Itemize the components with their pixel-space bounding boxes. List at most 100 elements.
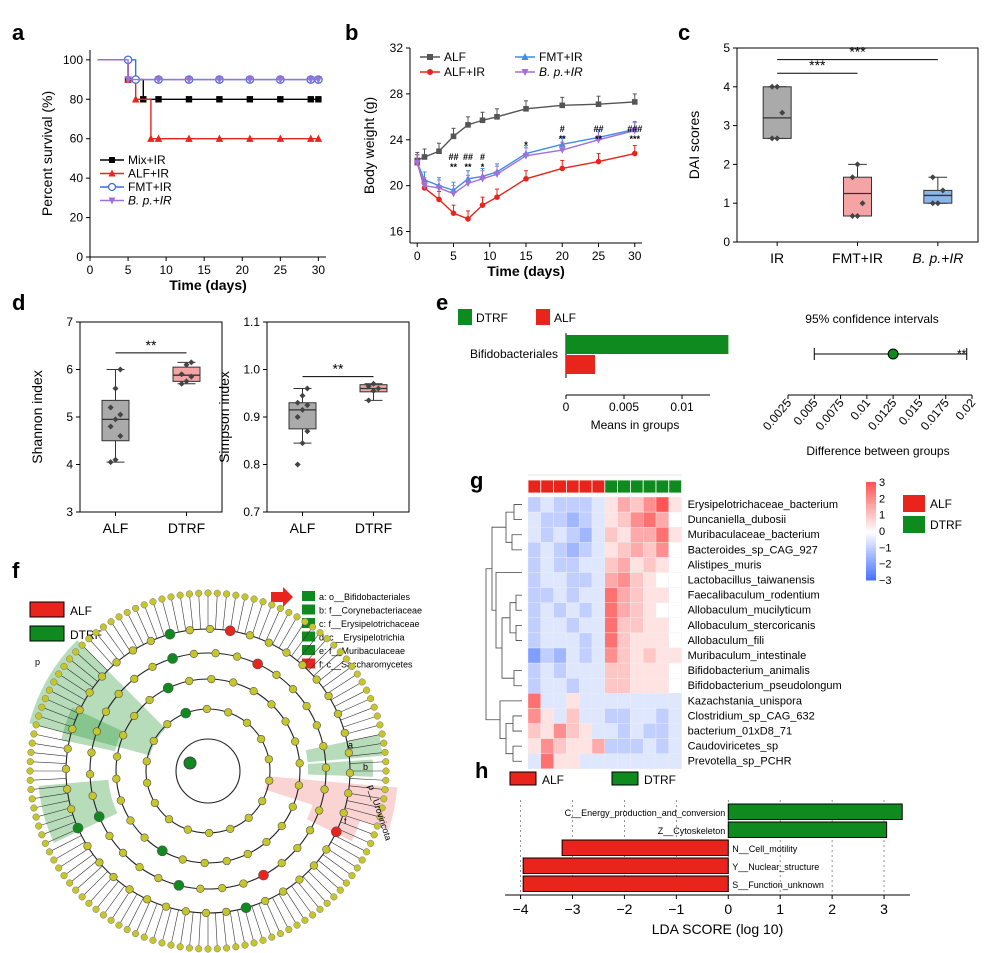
a-legend-marker (108, 169, 116, 177)
f-leaf-node (204, 945, 212, 953)
g-heat-cell (604, 511, 618, 528)
g-heat-cell (617, 572, 631, 588)
f-taxon-node (163, 720, 172, 729)
pd2-category-label: DTRF (355, 520, 392, 536)
f-taxon-node (87, 748, 96, 757)
g-heat-cell (591, 542, 606, 558)
pc-data-point (774, 135, 781, 142)
f-leaf-node (149, 936, 157, 944)
g-heat-cell (540, 542, 554, 558)
g-group-cell (617, 479, 631, 494)
f-leaf-node (348, 872, 356, 880)
f-leaf-node (123, 608, 131, 616)
g-heat-cell (591, 527, 606, 543)
b-x-tick-label: 15 (519, 249, 533, 263)
g-heat-cell (553, 647, 567, 664)
f-leaf-branch (135, 900, 151, 934)
g-heat-cell (643, 693, 657, 709)
f-taxon-node (257, 734, 266, 744)
f-leaf-node (285, 608, 293, 616)
pd2-data-point (294, 399, 301, 406)
f-taxon-node (293, 843, 302, 853)
panel-c-dai-boxplot: 0 1 2 3 4 5 IR FMT+IR B. p.+IR *** *** DAI scores (686, 41, 979, 266)
f-leaf-branch (38, 814, 74, 827)
f-leaf-node (376, 721, 384, 729)
g-scale-segment (866, 538, 876, 542)
f-taxon-node (112, 658, 121, 667)
f-taxon-node (267, 700, 276, 709)
f-leaf-branch (118, 616, 138, 649)
f-taxon-node (109, 872, 118, 882)
f-leaf-node (293, 613, 301, 621)
f-taxon-node (180, 707, 192, 719)
g-dendrogram-branch (515, 594, 522, 611)
b-series-marker-2 (595, 158, 602, 165)
b-legend-marker (521, 53, 529, 60)
g-heat-cell (655, 527, 670, 543)
g-heat-cell (540, 572, 554, 588)
pd1-data-point (112, 416, 119, 423)
g-heat-cell (540, 617, 554, 634)
f-leaf-branch (58, 673, 90, 694)
b-y-tick-label: 28 (390, 87, 404, 101)
f-taxon-node (161, 902, 171, 911)
f-leaf-node (27, 786, 35, 794)
f-leaf-node (353, 864, 361, 872)
b-significance-annotation: * (481, 162, 485, 172)
g-heat-cell (540, 587, 554, 603)
f-legend-swatch (29, 601, 65, 618)
f-leaf-branch (161, 908, 172, 944)
g-heat-cell (630, 542, 644, 558)
f-leaf-branch (49, 835, 82, 853)
g-scale-segment (866, 550, 876, 554)
f-taxon-node (125, 885, 134, 894)
f-leaf-node (276, 604, 284, 612)
f-taxon-node (333, 709, 343, 718)
g-heat-cell (643, 708, 657, 724)
b-significance-annotation: * (524, 140, 528, 150)
f-sector-b (307, 759, 373, 777)
f-leaf-node (232, 591, 240, 599)
g-group-cell (655, 479, 670, 494)
e-ci-point (887, 348, 899, 360)
g-heat-cell (643, 511, 657, 528)
a-x-tick-label: 0 (87, 263, 94, 277)
f-sector-label: b (363, 762, 368, 772)
f-taxon-node (331, 826, 342, 838)
g-heat-cell (579, 738, 593, 754)
g-scale-segment (866, 489, 876, 493)
f-key-label: f: c__Saccharomycetes (319, 660, 413, 670)
panel-label-h: h (475, 758, 488, 783)
g-scale-segment (866, 577, 876, 581)
pd1-data-point (183, 361, 190, 368)
g-heat-cell (566, 617, 580, 634)
b-legend-label: B. p.+IR (539, 65, 583, 79)
f-leaf-branch (45, 828, 79, 844)
pc-category-label: IR (770, 250, 784, 266)
b-significance-annotation: ## (593, 124, 603, 134)
g-heat-cell (668, 738, 682, 754)
h-lda-bar (522, 875, 729, 892)
g-heat-cell (591, 662, 606, 679)
g-heat-cell (630, 496, 644, 513)
f-leaf-node (330, 641, 338, 649)
g-heat-cell (566, 572, 580, 588)
g-scale-segment (866, 526, 876, 530)
f-taxon-node (265, 776, 274, 785)
f-leaf-branch (95, 881, 119, 910)
a-y-tick-label: 40 (70, 171, 84, 185)
f-key-label: c: f__Erysipelotrichaceae (319, 619, 420, 629)
pd1-y-tick-label: 4 (66, 458, 73, 472)
a-y-tick-label: 0 (76, 250, 83, 264)
b-y-tick-label: 20 (390, 179, 404, 193)
g-scale-segment (866, 511, 876, 515)
b-series-marker-3 (522, 153, 530, 160)
f-leaf-node (38, 703, 46, 711)
f-leaf-branch (340, 706, 375, 721)
g-legend-label: ALF (930, 497, 952, 511)
g-heat-cell (655, 572, 670, 588)
f-leaf-node (41, 839, 49, 847)
g-heat-cell (617, 693, 631, 709)
e-ci-title: 95% confidence intervals (805, 312, 938, 326)
